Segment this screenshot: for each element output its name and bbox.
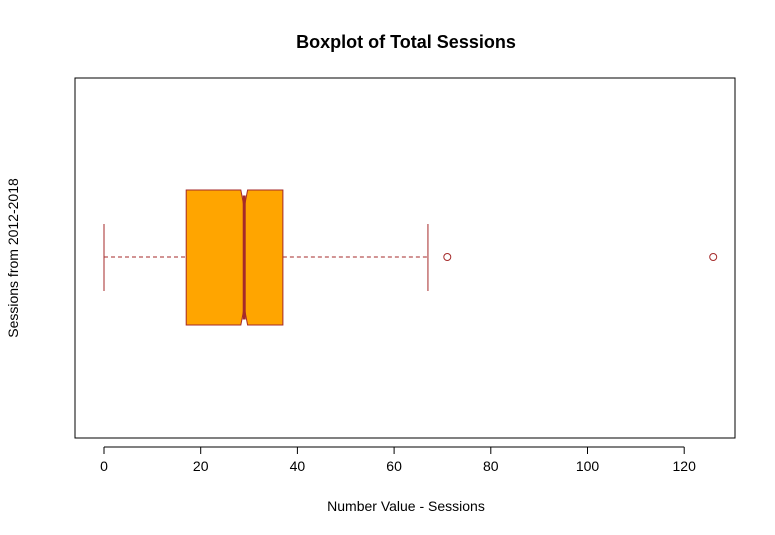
chart-title: Boxplot of Total Sessions — [296, 32, 516, 52]
x-tick-label-6: 120 — [673, 458, 697, 474]
x-tick-label-3: 60 — [386, 458, 402, 474]
plot-frame — [74, 77, 736, 439]
x-axis: 0 20 40 60 80 100 120 — [100, 446, 697, 474]
outlier-point-0 — [443, 253, 452, 261]
x-tick-label-0: 0 — [100, 458, 108, 474]
x-tick-label-1: 20 — [193, 458, 209, 474]
x-tick-label-4: 80 — [483, 458, 499, 474]
x-tick-label-5: 100 — [576, 458, 600, 474]
x-tick-label-2: 40 — [290, 458, 306, 474]
box — [185, 189, 284, 326]
outlier-point-1 — [709, 253, 718, 261]
x-axis-label: Number Value - Sessions — [327, 498, 485, 514]
plot-area — [103, 189, 718, 326]
y-axis-label: Sessions from 2012-2018 — [5, 178, 21, 338]
